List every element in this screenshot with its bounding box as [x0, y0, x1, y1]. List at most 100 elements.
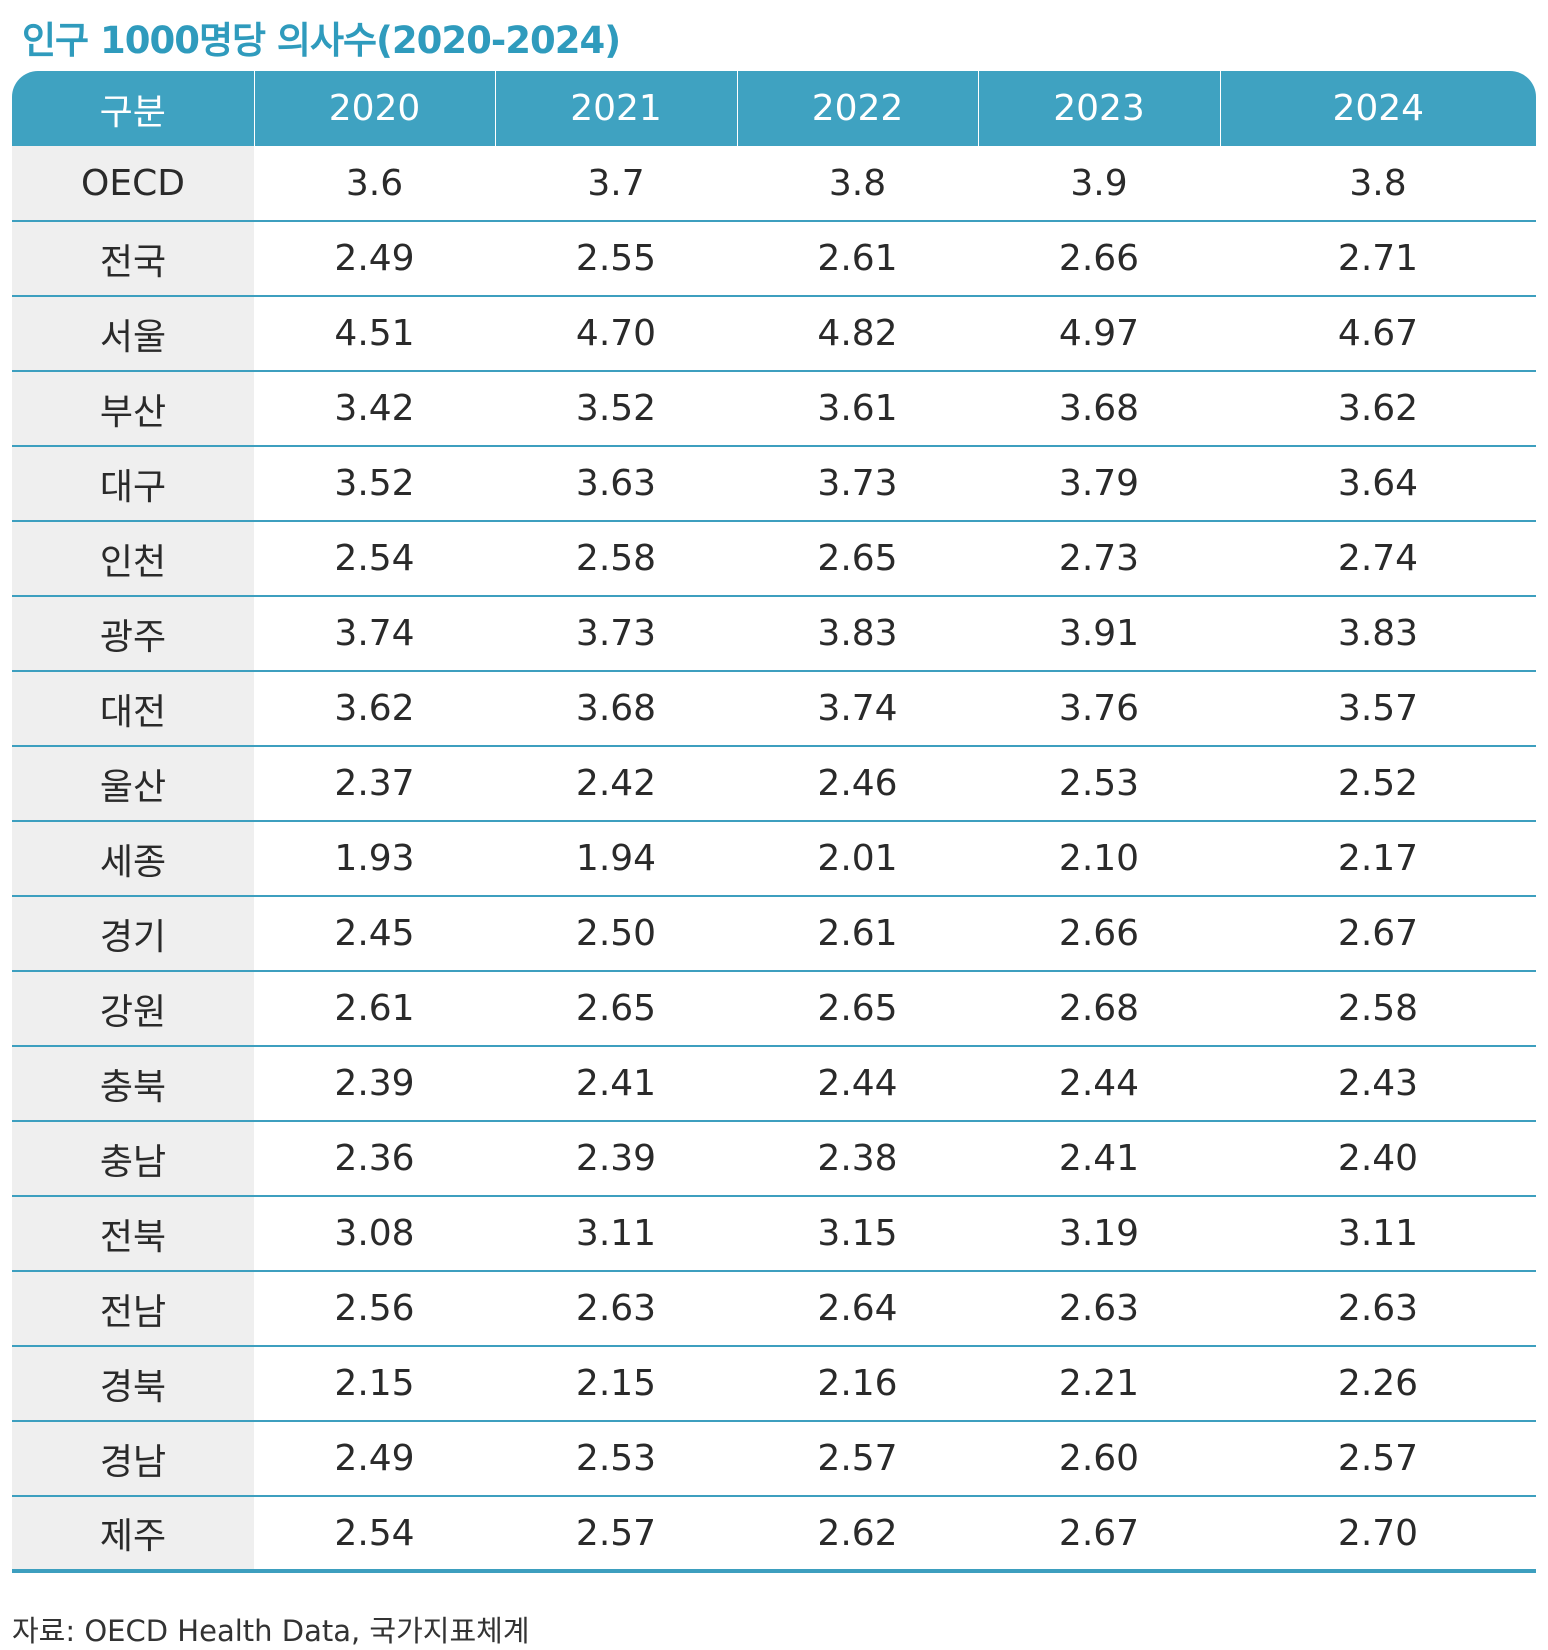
table-cell: 3.76 [1058, 688, 1140, 729]
table-cell: 2.54 [334, 538, 415, 579]
table-cell: 2.15 [575, 1363, 657, 1404]
table-row: 전국 2.49 2.55 2.61 2.66 2.71 [12, 221, 1536, 296]
table-cell: 2.01 [817, 838, 898, 879]
table-cell: 2.61 [334, 988, 415, 1029]
table-row: 경북 2.15 2.15 2.16 2.21 2.26 [12, 1346, 1536, 1421]
table-cell: 3.52 [334, 463, 415, 504]
table-cell: 3.6 [345, 162, 404, 204]
table-cell: 3.63 [575, 463, 657, 504]
table-header-row: 구분 2020 2021 2022 2023 2024 [12, 71, 1536, 146]
table-cell: 2.56 [334, 1288, 415, 1329]
table-row: 충북 2.39 2.41 2.44 2.44 2.43 [12, 1046, 1536, 1121]
table-row: 강원 2.61 2.65 2.65 2.68 2.58 [12, 971, 1536, 1046]
table-cell: 3.42 [334, 388, 415, 429]
table-cell: 2.10 [1058, 838, 1140, 879]
table-row: 서울 4.51 4.70 4.82 4.97 4.67 [12, 296, 1536, 371]
table-cell: 3.11 [1337, 1213, 1419, 1254]
table-row: 세종 1.93 1.94 2.01 2.10 2.17 [12, 821, 1536, 896]
table-cell: 3.79 [1058, 463, 1140, 504]
row-label: 세종 [12, 821, 254, 896]
row-label: 대전 [12, 671, 254, 746]
row-label: 전북 [12, 1196, 254, 1271]
table-row: 부산 3.42 3.52 3.61 3.68 3.62 [12, 371, 1536, 446]
row-label: 제주 [12, 1496, 254, 1571]
table-cell: 2.46 [817, 763, 898, 804]
table-row: OECD 3.6 3.7 3.8 3.9 3.8 [12, 146, 1536, 221]
row-label: 경기 [12, 896, 254, 971]
table-cell: 3.64 [1337, 463, 1419, 504]
table-cell: 2.49 [334, 238, 415, 279]
table-cell: 2.67 [1337, 913, 1419, 954]
header-year: 2020 [253, 71, 495, 146]
table-cell: 4.67 [1337, 313, 1419, 354]
table-cell: 2.57 [575, 1512, 657, 1554]
table-cell: 2.70 [1337, 1512, 1419, 1554]
table-cell: 2.66 [1058, 913, 1140, 954]
table-body: OECD 3.6 3.7 3.8 3.9 3.8 전국 2.49 2.55 2.61 2.66 2.7… [12, 146, 1536, 1571]
table-cell: 2.64 [817, 1288, 898, 1329]
row-label: 충북 [12, 1046, 254, 1121]
table-cell: 2.52 [1337, 763, 1419, 804]
table-cell: 2.40 [1337, 1138, 1419, 1179]
table-cell: 2.53 [575, 1438, 657, 1479]
table-cell: 1.93 [334, 838, 415, 879]
source-note: 자료: OECD Health Data, 국가지표체계 [12, 1614, 530, 1648]
table-cell: 2.54 [334, 1512, 415, 1554]
row-label: 강원 [12, 971, 254, 1046]
page-title: 인구 1000명당 의사수(2020-2024) [22, 19, 621, 62]
table-cell: 2.37 [334, 763, 415, 804]
row-label: 인천 [12, 521, 254, 596]
table-cell: 2.60 [1058, 1438, 1140, 1479]
row-label: 울산 [12, 746, 254, 821]
doctors-per-1000-table: 구분 2020 2021 2022 2023 2024 OECD 3.6 3.7 3.8 3.9 3… [12, 71, 1536, 1573]
table-cell: 2.16 [817, 1363, 898, 1404]
table-row: 전북 3.08 3.11 3.15 3.19 3.11 [12, 1196, 1536, 1271]
row-label: 충남 [12, 1121, 254, 1196]
table-cell: 2.57 [817, 1438, 898, 1479]
table-row: 울산 2.37 2.42 2.46 2.53 2.52 [12, 746, 1536, 821]
table-cell: 2.41 [1058, 1138, 1140, 1179]
table-cell: 2.63 [575, 1288, 657, 1329]
table-cell: 2.62 [817, 1512, 898, 1554]
header-year: 2022 [736, 71, 978, 146]
table-cell: 2.50 [575, 913, 657, 954]
table-row: 전남 2.56 2.63 2.64 2.63 2.63 [12, 1271, 1536, 1346]
table-row: 경기 2.45 2.50 2.61 2.66 2.67 [12, 896, 1536, 971]
table-cell: 4.70 [575, 313, 657, 354]
table-cell: 2.68 [1058, 988, 1140, 1029]
table-cell: 2.17 [1337, 838, 1419, 879]
table-cell: 2.45 [334, 913, 415, 954]
table-row: 경남 2.49 2.53 2.57 2.60 2.57 [12, 1421, 1536, 1496]
table-cell: 2.15 [334, 1363, 415, 1404]
table-cell: 2.39 [334, 1063, 415, 1104]
table-cell: 2.71 [1337, 238, 1419, 279]
header-year: 2024 [1219, 71, 1536, 146]
table-cell: 2.44 [817, 1063, 898, 1104]
table-cell: 2.49 [334, 1438, 415, 1479]
table-row: 인천 2.54 2.58 2.65 2.73 2.74 [12, 521, 1536, 596]
table-cell: 2.63 [1337, 1288, 1419, 1329]
table-cell: 3.62 [1337, 388, 1419, 429]
table-cell: 2.61 [817, 913, 898, 954]
table-cell: 2.61 [817, 238, 898, 279]
table-cell: 2.73 [1058, 538, 1140, 579]
table-cell: 2.58 [1337, 988, 1419, 1029]
table-cell: 2.65 [575, 988, 657, 1029]
table-cell: 3.74 [817, 688, 898, 729]
table-cell: 2.53 [1058, 763, 1140, 804]
row-label: OECD [12, 146, 254, 221]
table-cell: 3.83 [817, 613, 898, 654]
table-cell: 3.9 [1070, 162, 1128, 204]
table-cell: 2.41 [575, 1063, 657, 1104]
table-cell: 3.08 [334, 1213, 415, 1254]
table-row: 제주 2.54 2.57 2.62 2.67 2.70 [12, 1496, 1536, 1571]
table-cell: 3.19 [1058, 1213, 1140, 1254]
table-cell: 3.15 [817, 1213, 898, 1254]
table-cell: 2.55 [575, 238, 657, 279]
table-cell: 2.26 [1337, 1363, 1419, 1404]
row-label: 부산 [12, 371, 254, 446]
table-cell: 2.39 [575, 1138, 657, 1179]
table-cell: 3.91 [1058, 613, 1140, 654]
header-year: 2023 [977, 71, 1220, 146]
table-cell: 3.73 [575, 613, 657, 654]
